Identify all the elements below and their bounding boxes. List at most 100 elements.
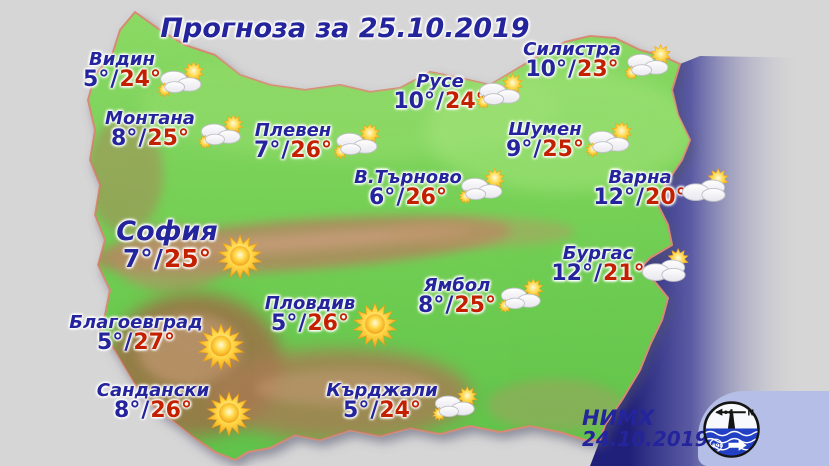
footer: НИМХ 24.10.2019 [582, 407, 709, 452]
city-name: Сандански [96, 380, 210, 401]
temp-min: 12° [593, 185, 635, 211]
temp-max: 26° [150, 398, 192, 424]
city-name: Плевен [254, 120, 332, 141]
city-temps: 12°/21° [551, 263, 644, 285]
sun-cloud-icon [198, 113, 244, 150]
sun-cloud-icon [458, 167, 506, 205]
temp-separator: / [370, 398, 379, 424]
sun-cloud-icon [624, 43, 672, 81]
city-name: Монтана [105, 108, 195, 129]
temp-min: 6° [369, 185, 396, 211]
temp-min: 7° [122, 243, 153, 273]
city-name: Кърджали [326, 380, 438, 401]
temp-separator: / [153, 243, 163, 273]
sun-icon [206, 391, 252, 437]
city-name: В.Търново [354, 167, 462, 188]
nimh-logo-icon: 1890 N [703, 401, 760, 458]
temp-min: 10° [525, 57, 567, 83]
temp-separator: / [141, 398, 150, 424]
sun-cloud-icon [333, 122, 381, 160]
temp-separator: / [533, 137, 542, 163]
temp-separator: / [138, 126, 147, 152]
cloud-sun-icon [681, 167, 729, 202]
temp-max: 20° [645, 185, 687, 211]
temp-min: 8° [111, 126, 138, 152]
sun-cloud-icon [585, 120, 633, 158]
city-name: Бургас [562, 243, 634, 264]
city-name: Пловдив [264, 293, 356, 314]
city-temps: 5°/26° [265, 313, 356, 335]
temp-max: 24° [119, 67, 161, 93]
temp-max: 24° [445, 89, 487, 115]
city-temps: 10°/23° [523, 59, 621, 81]
temp-separator: / [593, 261, 603, 287]
temp-min: 5° [97, 330, 124, 356]
issue-date: 24.10.2019 [582, 427, 709, 452]
temp-max: 25° [542, 137, 584, 163]
temp-min: 5° [343, 398, 370, 424]
city-name: София [116, 216, 218, 247]
city-temps: 8°/25° [105, 128, 195, 150]
temp-separator: / [110, 67, 119, 93]
temp-min: 12° [551, 261, 593, 287]
temp-max: 26° [307, 311, 349, 337]
sun-cloud-icon [498, 277, 544, 314]
city-temps: 7°/26° [254, 140, 332, 162]
city-kardzhali: Кърджали 5°/24° [326, 380, 438, 423]
temp-min: 5° [271, 311, 298, 337]
temp-min: 7° [254, 138, 281, 164]
city-name: Русе [416, 71, 464, 92]
city-yambol: Ямбол 8°/25° [418, 275, 496, 318]
temp-separator: / [281, 138, 290, 164]
logo-north-letter: N [747, 407, 754, 417]
sun-icon [352, 302, 398, 348]
city-temps: 10°/24° [393, 91, 486, 113]
city-pleven: Плевен 7°/26° [254, 120, 332, 163]
city-name: Видин [89, 49, 155, 70]
temp-separator: / [635, 185, 645, 211]
city-varna: Варна 12°/20° [593, 168, 687, 211]
city-ruse: Русе 10°/24° [393, 71, 486, 114]
city-temps: 9°/25° [506, 139, 584, 161]
city-name: Силистра [523, 39, 621, 60]
sun-icon [217, 234, 263, 280]
black-sea [590, 56, 829, 466]
temp-min: 9° [506, 137, 533, 163]
temp-max: 25° [147, 126, 189, 152]
temp-separator: / [567, 57, 577, 83]
city-temps: 5°/27° [69, 332, 202, 354]
temp-max: 24° [379, 398, 421, 424]
sun-cloud-icon [157, 60, 205, 98]
city-name: Шумен [508, 119, 582, 140]
city-vidin: Видин 5°/24° [83, 49, 161, 92]
city-name: Благоевград [69, 312, 203, 333]
city-montana: Монтана 8°/25° [105, 108, 195, 151]
city-burgas: Бургас 12°/21° [551, 243, 644, 286]
city-temps: 6°/26° [354, 187, 462, 209]
city-temps: 5°/24° [326, 400, 438, 422]
logo-year: 1890 [708, 444, 723, 450]
city-shumen: Шумен 9°/25° [506, 119, 584, 162]
temp-separator: / [445, 293, 454, 319]
temp-max: 25° [163, 243, 212, 273]
temp-max: 21° [603, 261, 645, 287]
temp-max: 27° [133, 330, 175, 356]
temp-separator: / [124, 330, 133, 356]
temp-min: 8° [418, 293, 445, 319]
temp-separator: / [298, 311, 307, 337]
city-temps: 7°/25° [116, 243, 217, 273]
temp-max: 25° [454, 293, 496, 319]
temp-min: 10° [393, 89, 435, 115]
city-temps: 8°/25° [418, 295, 496, 317]
city-sandanski: Сандански 8°/26° [96, 380, 210, 424]
temp-separator: / [435, 89, 445, 115]
city-sofia: София 7°/25° [116, 218, 217, 271]
city-temps: 5°/24° [83, 69, 161, 91]
sun-cloud-icon [476, 72, 524, 110]
city-name: Ямбол [423, 275, 491, 296]
page-title: Прогноза за 25.10.2019 [160, 13, 530, 44]
city-plovdiv: Пловдив 5°/26° [264, 293, 356, 336]
city-silistra: Силистра 10°/23° [523, 39, 621, 82]
temp-min: 5° [83, 67, 110, 93]
